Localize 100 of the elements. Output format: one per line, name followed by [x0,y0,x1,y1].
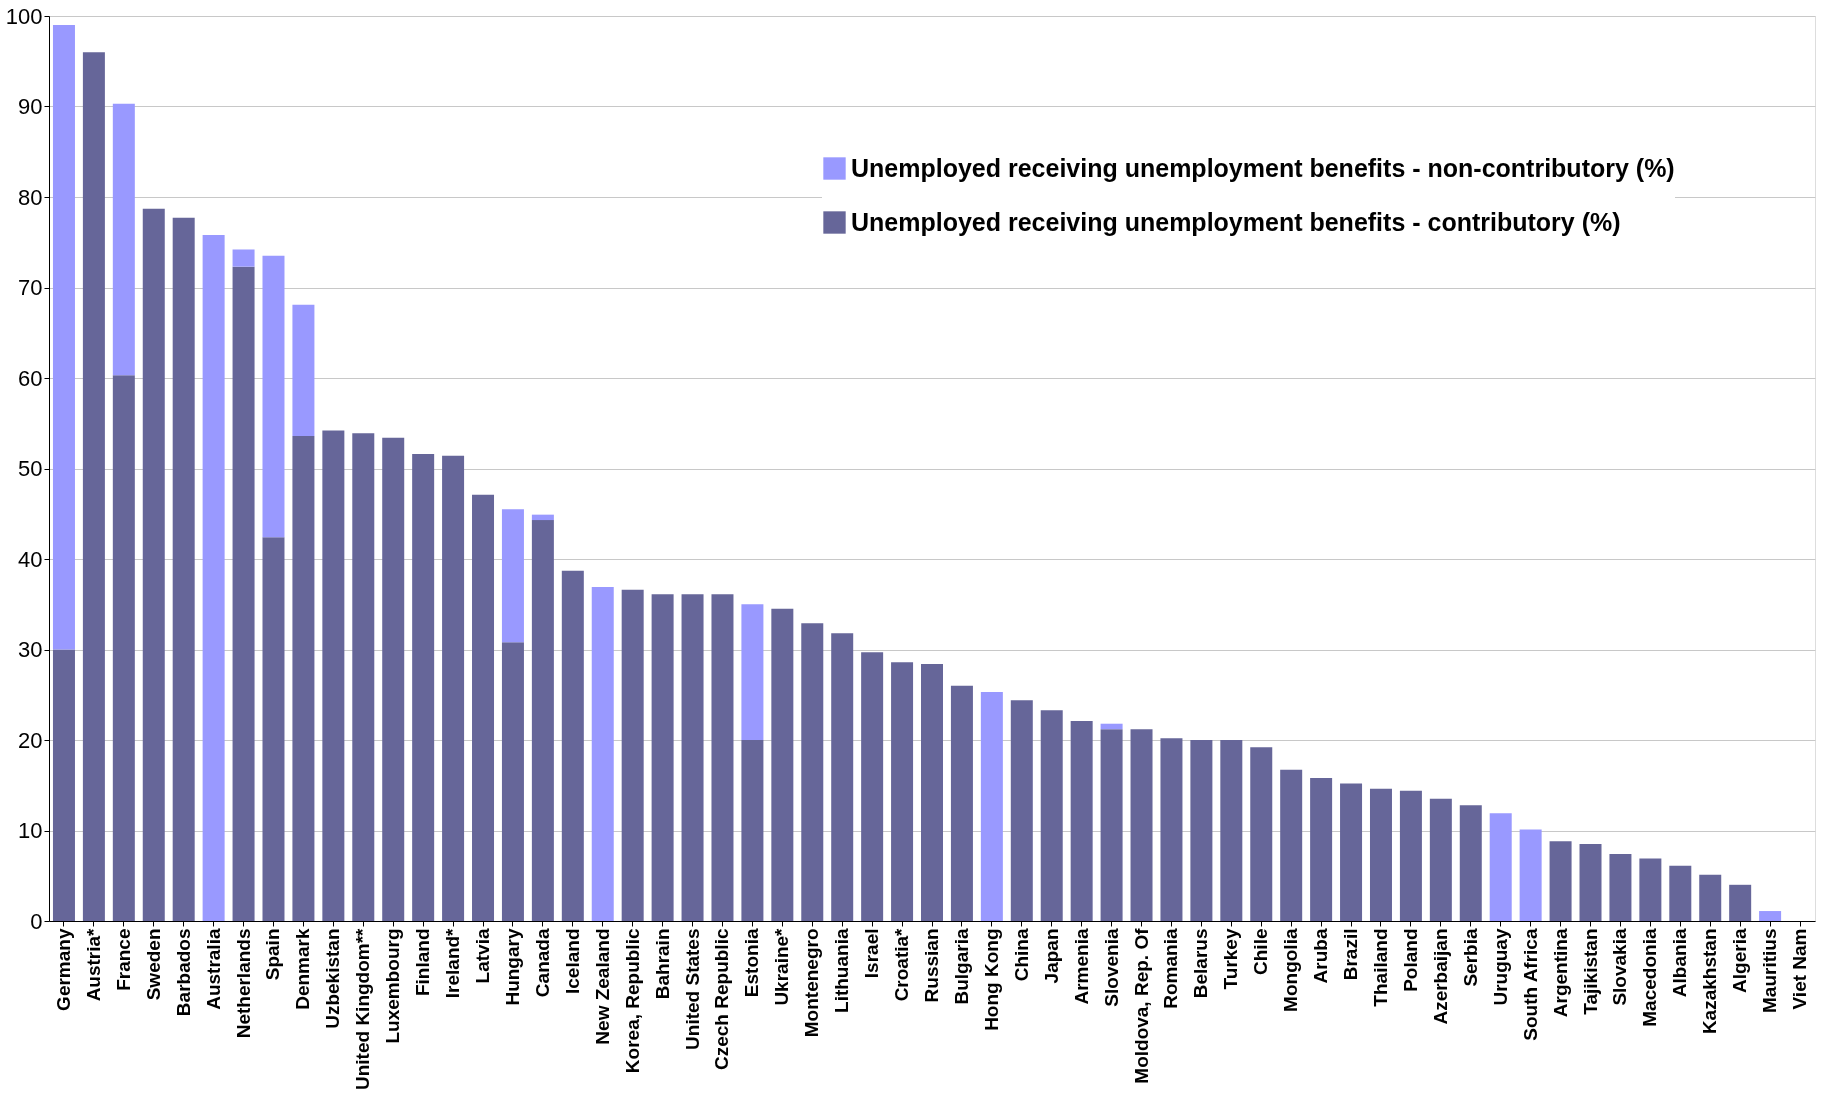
bar [142,208,165,921]
x-tick-label: Chile [1250,928,1272,975]
y-tick-label: 100 [5,3,43,29]
bar [1220,740,1243,921]
bar [202,235,225,921]
bar [621,589,644,921]
bar [1250,747,1273,921]
bar [1519,829,1542,921]
y-tick-label: 10 [18,818,43,843]
x-tick-label: United Kingdom** [352,927,374,1090]
bar [861,652,884,921]
bar [1579,844,1602,921]
x-tick-label: Bahrain [651,928,673,1000]
x-tick-label: Mauritius [1759,928,1781,1013]
bar [292,304,315,436]
bar [980,692,1003,921]
x-tick-label: United States [681,928,703,1050]
bar [352,433,375,921]
y-tick-label: 50 [18,456,43,481]
bar [1100,729,1123,921]
x-tick-label: Spain [262,928,284,981]
bar [1729,884,1752,921]
x-tick-label: Lithuania [831,928,853,1013]
x-tick-label: Germany [52,928,74,1011]
x-tick-label: Argentina [1549,928,1571,1018]
x-tick-label: Slovenia [1100,928,1122,1007]
x-tick-label: Korea, Republic [621,928,643,1074]
x-tick-label: Latvia [472,928,494,984]
x-tick-label: Netherlands [232,928,254,1039]
x-tick-label: Thailand [1369,928,1391,1007]
bar [1759,911,1782,921]
bar [1669,865,1692,921]
x-tick-label: Denmark [292,928,314,1010]
bar [112,103,135,376]
x-tick-label: Aruba [1310,928,1332,984]
bar [1429,798,1452,921]
bar [1310,778,1333,921]
bar [172,217,195,921]
bar [1699,874,1722,921]
x-tick-label: Finland [412,928,434,997]
x-tick-label: Tajikistan [1579,928,1601,1015]
bar [1100,723,1123,730]
x-tick-label: Albania [1669,928,1691,998]
bar [501,509,524,643]
x-tick-label: Luxembourg [382,928,404,1044]
y-tick-label: 60 [18,365,43,391]
bar [591,587,614,921]
legend-label: Unemployed receiving unemployment benefits - contributory (%) [851,207,1621,236]
x-tick-label: Iceland [561,928,583,994]
bar [52,25,75,650]
bar [442,455,465,921]
bar [681,594,704,921]
x-tick-label: Czech Republic [711,928,733,1070]
bar [1549,841,1572,921]
bar [831,633,854,921]
bar [82,52,105,921]
bar [1399,790,1422,921]
x-tick-label: Croatia* [891,927,913,1002]
bar [1489,813,1512,921]
x-tick-label: South Africa [1519,928,1541,1041]
x-tick-label: Barbados [172,928,194,1017]
x-tick-label: China [1010,928,1032,982]
x-tick-label: Australia [202,928,224,1010]
bar [1459,805,1482,921]
bar [382,437,405,921]
x-tick-label: Bulgaria [950,928,972,1005]
x-tick-label: Serbia [1459,928,1481,987]
bar [1160,738,1183,921]
x-tick-label: Poland [1399,928,1421,992]
bar [711,594,734,921]
bar [262,537,285,921]
bar [561,570,584,921]
bar [1280,769,1303,921]
bar [921,663,943,921]
x-tick-label: Algeria [1729,928,1751,993]
bar [531,520,554,921]
y-tick-label: 40 [18,546,43,572]
bar [262,255,285,538]
x-tick-label: Brazil [1340,928,1362,981]
y-tick-label: 90 [18,94,43,119]
y-tick-label: 30 [18,637,43,662]
bar [1130,729,1153,921]
bar [801,623,824,921]
x-tick-label: Japan [1040,928,1062,984]
bar [1340,783,1363,921]
bar [232,266,255,921]
x-tick-label: Viet Nam [1789,928,1811,1010]
x-tick-label: Moldova, Rep. Of [1130,927,1152,1084]
x-tick-label: Mongolia [1280,928,1302,1012]
bar [472,494,495,921]
bar [501,642,524,921]
x-tick-label: Canada [531,928,553,998]
x-tick-label: Azerbaijan [1429,928,1451,1025]
bar [531,514,554,521]
x-tick-label: Russian [921,928,942,1003]
x-tick-label: Turkey [1220,928,1242,990]
x-tick-label: Macedonia [1639,928,1661,1027]
x-tick-label: Romania [1160,928,1182,1009]
x-tick-label: Montenegro [801,928,823,1038]
bar [412,454,435,921]
